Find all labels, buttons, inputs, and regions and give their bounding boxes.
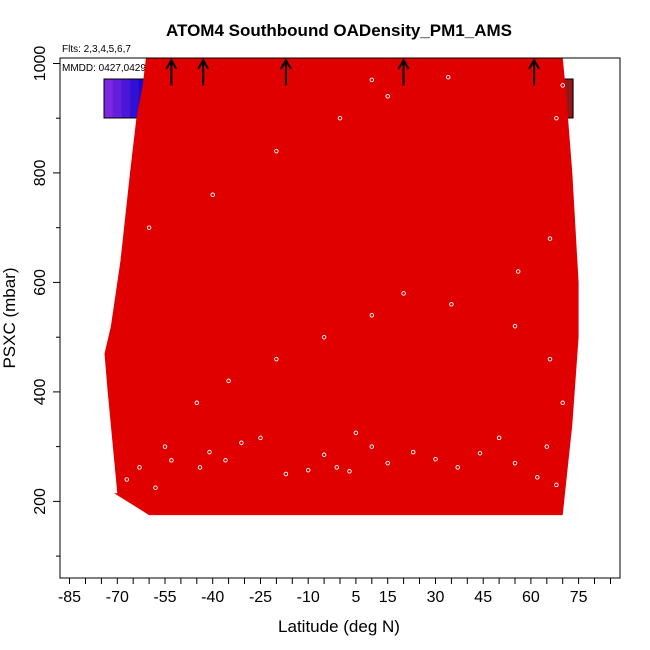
arrow-head: [528, 58, 540, 70]
x-axis: -85 -70 -55 -40 -25 -10 5 15 30 45 60 75: [58, 578, 611, 606]
sample-point: [321, 452, 327, 458]
sample-point: [283, 471, 289, 477]
y-tick-label: 400: [32, 378, 49, 405]
sample-point: [137, 465, 142, 470]
sample-point: [445, 74, 451, 80]
sample-point: [210, 192, 215, 198]
profile-arrow: [165, 58, 178, 86]
profile-arrow: [197, 58, 210, 86]
sample-point: [433, 456, 438, 462]
sample-point: [369, 313, 375, 318]
y-tick-label: 200: [32, 488, 49, 515]
field-background: [104, 58, 579, 516]
colorbar-cell: [130, 79, 140, 118]
arrow-head: [165, 58, 178, 70]
sample-point: [477, 450, 483, 456]
x-tick-label: -70: [106, 589, 129, 606]
y-axis: 200 400 600 800 1000: [32, 46, 60, 557]
arrow-head: [280, 58, 292, 70]
sample-point: [496, 435, 502, 441]
sample-point: [146, 225, 152, 230]
sample-point: [547, 356, 553, 362]
sample-point: [515, 269, 521, 274]
sample-point: [385, 94, 390, 99]
colorbar-cell: [104, 79, 114, 118]
sample-point: [239, 440, 244, 446]
sample-point: [197, 465, 203, 470]
x-tick-label: -25: [249, 589, 272, 606]
sample-point: [124, 477, 130, 482]
sample-point: [512, 323, 518, 329]
sample-point: [560, 400, 565, 406]
profile-arrow: [528, 58, 540, 86]
sample-point: [535, 475, 540, 480]
colorbar-cell: [121, 79, 131, 118]
sample-point: [353, 430, 359, 436]
sample-point: [194, 400, 200, 406]
chart-subtitle: Flts: 2,3,4,5,6,7: [62, 44, 131, 55]
sample-point: [401, 291, 406, 296]
sample-point: [369, 444, 375, 449]
sample-point: [226, 378, 231, 384]
x-tick-label: 5: [351, 589, 360, 606]
sample-point: [334, 465, 340, 470]
colorbar-cell: [564, 79, 574, 118]
profile-arrow: [397, 58, 410, 86]
sample-point: [274, 356, 279, 362]
profile-arrow: [280, 58, 292, 86]
profile-arrows: [165, 58, 540, 86]
sample-points: [124, 74, 565, 490]
chart-title: ATOM4 Southbound OADensity_PM1_AMS: [166, 21, 512, 40]
x-tick-label: 15: [379, 589, 397, 606]
sample-point: [512, 460, 518, 466]
sample-point: [347, 469, 352, 474]
sample-point: [410, 449, 416, 455]
heatmap-field: [104, 58, 579, 516]
sample-point: [169, 458, 174, 463]
sample-point: [337, 115, 343, 121]
sample-point: [449, 302, 454, 307]
y-axis-label: PSXC (mbar): [0, 267, 19, 368]
x-tick-label: 45: [474, 589, 492, 606]
sample-point: [385, 460, 390, 466]
sample-point: [321, 334, 327, 340]
x-tick-label: -40: [201, 589, 224, 606]
sample-point: [305, 467, 311, 473]
arrow-head: [197, 58, 210, 70]
colorbar-cell: [112, 79, 122, 118]
sample-point: [162, 444, 168, 449]
sample-point: [207, 449, 212, 455]
arrow-head: [397, 58, 410, 70]
sample-point: [223, 458, 228, 463]
y-tick-label: 1000: [32, 46, 49, 82]
sample-point: [153, 485, 158, 490]
sample-point: [258, 435, 263, 441]
sample-point: [544, 444, 550, 449]
x-tick-label: 60: [522, 589, 540, 606]
x-tick-label: -55: [153, 589, 176, 606]
sample-point: [369, 77, 375, 83]
sample-point: [554, 115, 559, 121]
x-tick-label: -85: [58, 589, 81, 606]
sample-point: [547, 236, 553, 241]
y-tick-label: 600: [32, 269, 49, 296]
sample-point: [560, 83, 565, 88]
x-tick-label: -10: [297, 589, 320, 606]
y-tick-label: 800: [32, 159, 49, 186]
sample-point: [274, 148, 279, 154]
x-tick-label: 75: [570, 589, 588, 606]
x-axis-label: Latitude (deg N): [278, 617, 400, 636]
sample-point: [455, 465, 460, 470]
x-tick-label: 30: [427, 589, 445, 606]
sample-point: [554, 482, 559, 488]
